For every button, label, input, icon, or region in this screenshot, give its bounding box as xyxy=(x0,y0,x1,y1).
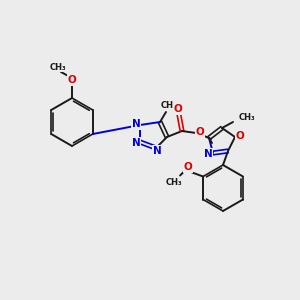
Text: O: O xyxy=(184,163,193,172)
Text: CH₃: CH₃ xyxy=(166,178,182,187)
Text: N: N xyxy=(132,138,140,148)
Text: CH₃: CH₃ xyxy=(161,101,177,110)
Text: O: O xyxy=(236,131,244,141)
Text: N: N xyxy=(132,119,140,129)
Text: N: N xyxy=(204,149,212,159)
Text: CH₃: CH₃ xyxy=(50,62,66,71)
Text: CH₃: CH₃ xyxy=(239,112,256,122)
Text: O: O xyxy=(196,127,204,137)
Text: N: N xyxy=(153,146,161,156)
Text: O: O xyxy=(68,75,76,85)
Text: O: O xyxy=(174,104,182,114)
